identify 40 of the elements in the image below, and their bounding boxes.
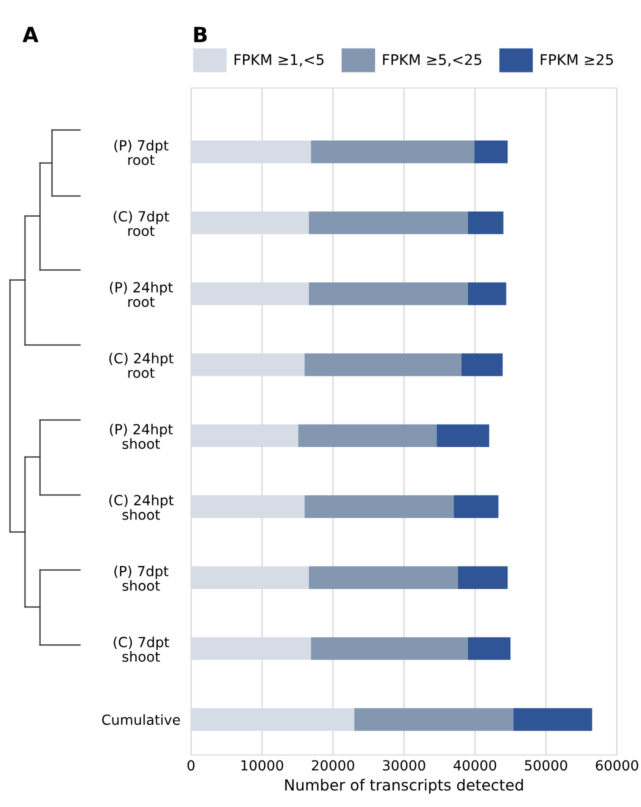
x-tick-label: 10000	[241, 760, 284, 771]
y-tick-label: Cumulative	[102, 714, 180, 725]
bar	[436, 424, 490, 448]
x-tick-label: 30000	[382, 760, 426, 771]
y-tick-label: (C) 7dpt root	[114, 210, 170, 236]
x-axis-title: Number of transcripts detected	[285, 778, 523, 794]
legend-label: FPKM ≥25	[540, 54, 613, 66]
y-tick-label: (C) 24hpt root	[109, 352, 174, 378]
bar	[310, 637, 468, 660]
x-tick-label: 0	[187, 760, 194, 771]
bar	[308, 566, 458, 589]
bar	[304, 495, 454, 518]
bar	[308, 211, 468, 234]
y-tick-label: (P) 24hpt shoot	[110, 424, 173, 449]
legend-label: FPKM ≥5,<25	[383, 54, 482, 67]
bar	[474, 140, 508, 164]
x-tick-label: 40000	[454, 760, 496, 771]
y-tick-label: (P) 7dpt shoot	[114, 566, 168, 591]
bar	[354, 708, 514, 731]
x-tick-label: 20000	[312, 760, 354, 771]
bar	[468, 637, 510, 660]
bar	[304, 353, 462, 376]
x-tick-label: 50000	[524, 760, 568, 771]
bar	[454, 495, 498, 518]
bar	[513, 708, 592, 731]
bar	[468, 282, 506, 306]
bar	[462, 353, 503, 376]
y-tick-label: (P) 7dpt root	[114, 140, 168, 166]
bar	[458, 566, 508, 589]
bar	[468, 211, 504, 234]
y-tick-label: (P) 24hpt root	[110, 282, 173, 308]
y-tick-label: (C) 7dpt shoot	[114, 636, 170, 662]
bar	[310, 140, 474, 164]
bar	[308, 282, 468, 306]
legend-label: FPKM ≥1,<5	[234, 54, 324, 67]
x-tick-label: 60000	[596, 760, 638, 771]
text: A	[22, 26, 38, 42]
text: B	[194, 26, 207, 42]
bar	[298, 424, 437, 448]
y-tick-label: (C) 24hpt shoot	[109, 494, 174, 520]
